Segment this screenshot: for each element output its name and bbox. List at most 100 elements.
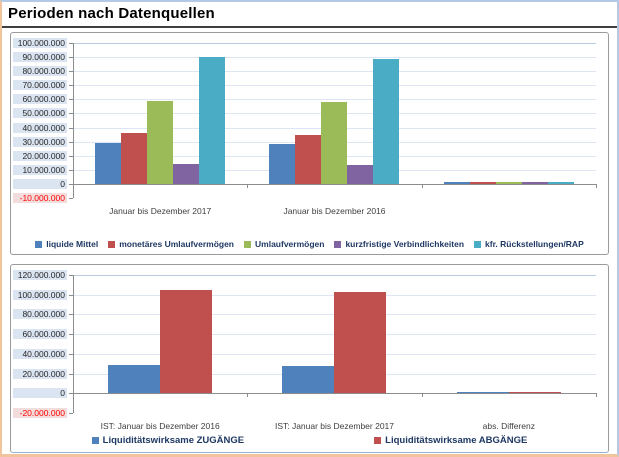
legend-item: kurzfristige Verbindlichkeiten — [334, 239, 464, 249]
legend-swatch-icon — [244, 240, 252, 248]
x-category-label: IST: Januar bis Dezember 2017 — [274, 421, 395, 431]
category-group-1 — [73, 43, 247, 184]
chart-perioden-nach-datenquellen[interactable]: -10.000.000 0 10.000.000 20.000.000 30.000.0… — [10, 32, 609, 255]
plot-area — [73, 43, 596, 184]
gridline — [73, 275, 596, 276]
legend-swatch-icon — [35, 240, 43, 248]
legend: Liquiditätswirksame ZUGÄNGE Liquiditätswi… — [11, 435, 608, 446]
legend-item: Liquiditätswirksame ABGÄNGE — [374, 435, 527, 446]
legend-label: monetäres Umlaufvermögen — [119, 239, 235, 249]
y-axis-label: 50.000.000 — [13, 108, 67, 119]
gridline — [73, 85, 596, 87]
y-axis-label: 40.000.000 — [13, 122, 67, 133]
category-group-2 — [247, 275, 421, 394]
category-tick — [247, 393, 249, 398]
x-category-label: IST: Januar bis Dezember 2016 — [100, 421, 220, 431]
bar — [547, 182, 574, 184]
y-axis-tick — [69, 113, 73, 115]
bar — [282, 366, 335, 394]
y-axis-tick — [69, 314, 73, 316]
y-axis-tick — [69, 127, 73, 129]
y-axis-label: 0 — [13, 178, 67, 189]
y-axis-tick — [69, 275, 73, 276]
gridline — [73, 71, 596, 73]
y-axis-line — [73, 43, 74, 198]
y-axis-tick — [69, 198, 73, 199]
category-tick — [73, 183, 74, 188]
category-tick — [596, 183, 597, 188]
y-axis-label: 60.000.000 — [13, 94, 67, 105]
y-axis-label: 30.000.000 — [13, 136, 67, 147]
category-tick — [596, 393, 597, 398]
bar — [160, 290, 213, 394]
y-axis-tick — [69, 413, 73, 414]
category-tick — [247, 183, 249, 188]
x-axis-line — [73, 183, 596, 185]
y-axis-tick — [69, 85, 73, 87]
bar — [443, 182, 470, 184]
legend-item: kfr. Rückstellungen/RAP — [474, 239, 584, 249]
y-axis-label: -10.000.000 — [13, 193, 67, 203]
bar — [347, 164, 374, 184]
bar — [334, 291, 387, 394]
y-axis-tick — [69, 155, 73, 157]
legend-swatch-icon — [91, 437, 99, 444]
bar — [108, 365, 161, 394]
y-axis-label: 10.000.000 — [13, 164, 67, 175]
y-axis-label: 20.000.000 — [13, 150, 67, 161]
bar — [173, 164, 200, 184]
y-axis-label: 120.000.000 — [13, 270, 67, 280]
y-axis-label: 80.000.000 — [13, 66, 67, 77]
y-axis-tick — [69, 353, 73, 355]
bar — [95, 143, 122, 184]
legend-swatch-icon — [374, 437, 382, 444]
bar — [121, 133, 148, 184]
x-axis-labels: IST: Januar bis Dezember 2016 IST: Januar… — [73, 421, 596, 431]
y-axis-tick — [69, 141, 73, 143]
y-axis-label: 100.000.000 — [13, 38, 67, 48]
y-axis-tick — [69, 71, 73, 73]
category-group-3 — [422, 43, 596, 184]
y-axis-label: -20.000.000 — [13, 408, 67, 418]
chart-liquiditaetswirksame-bewegungen[interactable]: -20.000.000 0 20.000.000 40.000.000 60.000.0… — [10, 264, 609, 453]
y-axis-tick — [69, 334, 73, 336]
legend-swatch-icon — [474, 240, 482, 248]
legend: liquide Mittel monetäres Umlaufvermögen Um… — [11, 239, 608, 249]
category-group-1 — [73, 275, 247, 394]
legend-swatch-icon — [334, 240, 342, 248]
bar — [295, 134, 322, 184]
gridline — [73, 99, 596, 101]
y-axis-tick — [69, 99, 73, 101]
bar — [456, 391, 509, 394]
plot-area — [73, 275, 596, 394]
legend-item: Umlaufvermögen — [244, 239, 324, 249]
legend-label: liquide Mittel — [46, 239, 99, 249]
x-category-label: Januar bis Dezember 2016 — [283, 206, 386, 216]
bar — [469, 182, 496, 184]
y-axis-tick — [69, 183, 73, 185]
legend-label: kfr. Rückstellungen/RAP — [485, 239, 584, 249]
bar — [495, 182, 522, 184]
y-axis-tick — [69, 393, 73, 395]
category-tick — [421, 183, 423, 188]
y-axis-label: 90.000.000 — [13, 52, 67, 63]
bar — [373, 58, 400, 184]
legend-swatch-icon — [108, 240, 116, 248]
y-axis-line — [73, 275, 74, 413]
y-axis-label: 20.000.000 — [13, 368, 67, 379]
legend-item: monetäres Umlaufvermögen — [108, 239, 234, 249]
bar — [147, 100, 174, 184]
y-axis-tick — [69, 294, 73, 296]
legend-label: Umlaufvermögen — [255, 239, 325, 249]
y-axis-label: 0 — [13, 388, 67, 399]
y-axis-label: 100.000.000 — [13, 289, 67, 300]
y-axis-label: 60.000.000 — [13, 329, 67, 340]
page-title: Perioden nach Datenquellen — [2, 2, 617, 28]
category-group-2 — [247, 43, 421, 184]
legend-item: Liquiditätswirksame ZUGÄNGE — [91, 435, 245, 446]
x-category-label — [422, 206, 596, 216]
bar — [508, 391, 561, 394]
legend-label: Liquiditätswirksame ZUGÄNGE — [102, 435, 245, 446]
y-axis-label: 40.000.000 — [13, 348, 67, 359]
